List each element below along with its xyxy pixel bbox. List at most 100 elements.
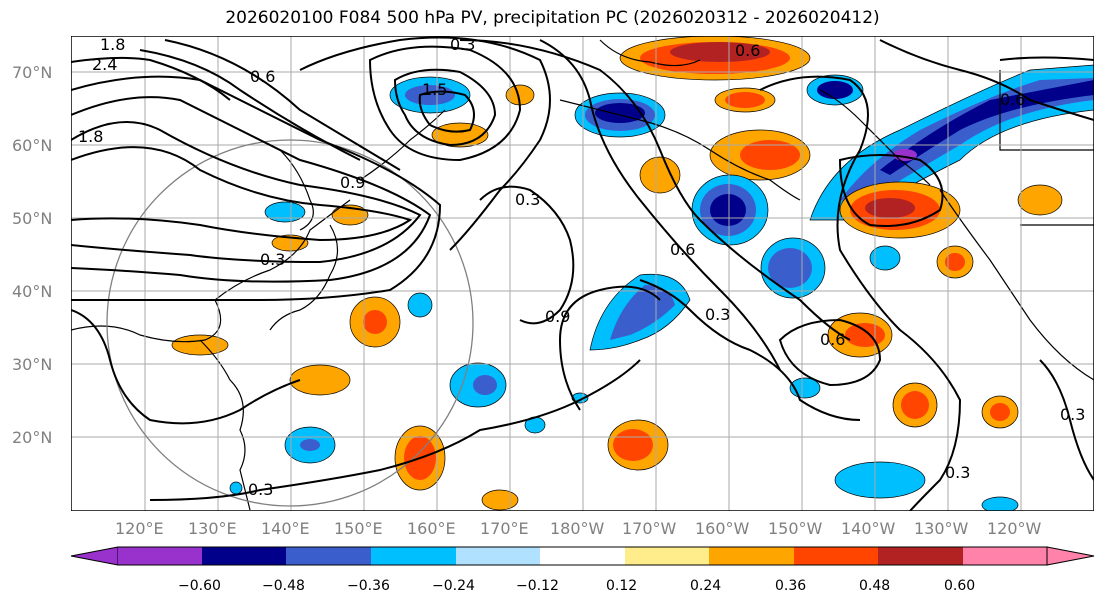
colorbar-segment — [371, 547, 456, 565]
colorbar-segment — [878, 547, 963, 565]
precip-blob — [901, 391, 929, 419]
lat-label: 40°N — [12, 282, 52, 301]
contour-label: 1.8 — [100, 35, 125, 54]
colorbar-extend-low — [70, 546, 119, 566]
colorbar-segment — [286, 547, 371, 565]
precip-blob — [945, 253, 965, 271]
lon-label: 140°W — [841, 519, 896, 538]
longitude-labels: 120°E 130°E 140°E 150°E 160°E 170°E 180°… — [115, 519, 1042, 538]
latitude-labels: 70°N 60°N 50°N 40°N 30°N 20°N — [12, 63, 52, 447]
colorbar-tick: 0.60 — [944, 578, 975, 594]
reference-circle — [106, 139, 474, 507]
precip-blob — [834, 461, 926, 499]
lat-label: 30°N — [12, 355, 52, 374]
contour-label: 0.3 — [450, 35, 475, 54]
precip-blob — [613, 429, 653, 461]
lat-label: 20°N — [12, 428, 52, 447]
lon-label: 170°W — [622, 519, 677, 538]
colorbar-segment — [794, 547, 878, 565]
colorbar-segment — [709, 547, 794, 565]
lon-label: 150°E — [334, 519, 383, 538]
precip-blob — [481, 489, 519, 511]
colorbar-tick: 0.12 — [606, 578, 637, 594]
contour-label: 2.4 — [92, 55, 117, 74]
precip-blob — [710, 194, 746, 226]
contour-label: 0.6 — [670, 240, 695, 259]
colorbar-segment — [625, 547, 709, 565]
contour-label: 0.3 — [945, 463, 970, 482]
precip-blob — [473, 375, 497, 395]
colorbar-segment — [456, 547, 540, 565]
contour-label: 0.3 — [260, 250, 285, 269]
graticule — [71, 36, 1094, 511]
precip-blob — [289, 364, 351, 396]
precip-blob — [845, 323, 885, 347]
precip-blob — [595, 103, 645, 123]
contour-label: 1.8 — [78, 127, 103, 146]
precip-blob — [670, 42, 770, 62]
contour-label: 0.6 — [735, 41, 760, 60]
precip-blob — [865, 198, 915, 218]
contour-label: 0.3 — [248, 480, 273, 499]
colorbar-segment — [202, 547, 286, 565]
lon-label: 150°W — [768, 519, 823, 538]
precip-blob — [817, 81, 853, 99]
colorbar-tick: 0.24 — [690, 578, 721, 594]
map-title: 2026020100 F084 500 hPa PV, precipitatio… — [225, 8, 880, 28]
colorbar-segment — [963, 547, 1047, 565]
lat-label: 50°N — [12, 209, 52, 228]
contour-label: 0.3 — [1060, 405, 1085, 424]
lon-label: 160°E — [407, 519, 456, 538]
map-area: 0.3 0.6 0.9 1.5 1.8 2.4 0.6 0.3 0.3 0.3 … — [71, 35, 1094, 511]
colorbar-tick: −0.48 — [262, 578, 305, 594]
precip-blob — [171, 334, 229, 356]
contour-label: 0.9 — [340, 173, 365, 192]
contour-label: 0.3 — [515, 190, 540, 209]
pv-contours — [71, 36, 1094, 511]
lon-label: 130°E — [188, 519, 237, 538]
colorbar-tick: −0.60 — [178, 578, 221, 594]
precip-blob — [407, 292, 433, 318]
lon-label: 120°E — [115, 519, 164, 538]
precip-blob — [840, 78, 1094, 205]
precip-blob — [990, 403, 1010, 421]
lon-label: 140°E — [261, 519, 310, 538]
precip-blob — [300, 439, 320, 451]
contour-label: 0.9 — [545, 307, 570, 326]
precip-blob — [725, 92, 765, 108]
colorbar-tick: −0.24 — [432, 578, 475, 594]
coastlines — [71, 39, 1094, 511]
contour-label: 0.6 — [1000, 90, 1025, 109]
lon-label: 160°W — [695, 519, 750, 538]
lon-label: 120°W — [987, 519, 1042, 538]
precip-blob — [264, 201, 306, 223]
colorbar-extend-high — [1046, 546, 1095, 566]
colorbar-segment — [118, 547, 202, 565]
precip-blob — [363, 310, 387, 334]
precip-blob — [880, 80, 1094, 175]
precip-blob — [740, 140, 800, 170]
lon-label: 130°W — [914, 519, 969, 538]
lon-label: 170°E — [480, 519, 529, 538]
contour-label: 1.5 — [422, 80, 447, 99]
precip-blob — [768, 248, 812, 288]
precip-blob — [229, 481, 243, 495]
precip-blob — [981, 496, 1019, 511]
contour-label: 0.6 — [820, 330, 845, 349]
colorbar-tick: −0.12 — [516, 578, 559, 594]
contour-label: 0.6 — [250, 67, 275, 86]
colorbar-tick: 0.48 — [859, 578, 890, 594]
colorbar: −0.60 −0.48 −0.36 −0.24 −0.12 0.12 0.24 … — [70, 546, 1095, 594]
precip-blob — [869, 245, 901, 271]
colorbar-segment — [540, 547, 625, 565]
lat-label: 70°N — [12, 63, 52, 82]
contour-label: 0.3 — [705, 305, 730, 324]
lon-label: 180°W — [550, 519, 605, 538]
precip-blob — [405, 85, 455, 105]
colorbar-tick: 0.36 — [775, 578, 806, 594]
colorbar-tick: −0.36 — [347, 578, 390, 594]
precip-blob — [639, 156, 681, 194]
precip-blob — [1017, 184, 1063, 216]
contour-labels: 0.3 0.6 0.9 1.5 1.8 2.4 0.6 0.3 0.3 0.3 … — [78, 35, 1085, 499]
